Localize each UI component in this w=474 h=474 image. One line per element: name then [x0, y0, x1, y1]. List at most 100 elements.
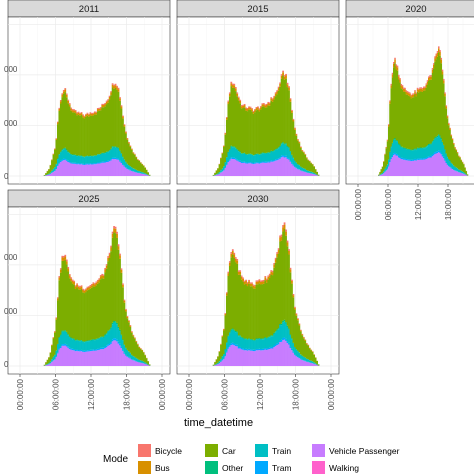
stacked-bar-segment [104, 346, 107, 348]
stacked-bar-segment [120, 269, 123, 273]
stacked-bar-segment [251, 108, 253, 110]
stacked-bar-segment [227, 162, 230, 176]
stacked-bar-segment [285, 229, 287, 232]
stacked-bar-segment [404, 91, 406, 148]
legend-key [138, 461, 151, 474]
stacked-bar-segment [86, 286, 89, 288]
stacked-bar-segment [298, 169, 301, 170]
stacked-bar-segment [419, 159, 421, 176]
stacked-bar-segment [279, 241, 282, 325]
stacked-bar-segment [421, 87, 424, 90]
stacked-bar-segment [291, 109, 293, 111]
stacked-bar-segment [126, 316, 129, 319]
x-tick-label: 12:00:00 [87, 378, 96, 410]
stacked-bar-segment [265, 338, 268, 349]
stacked-bar-segment [86, 351, 89, 366]
stacked-bar-segment [237, 150, 240, 152]
stacked-bar-segment [438, 134, 440, 136]
stacked-bar-segment [79, 286, 81, 288]
stacked-bar-segment [268, 336, 271, 338]
stacked-bar-segment [393, 63, 395, 68]
stacked-bar-segment [311, 172, 314, 174]
stacked-bar-segment [98, 107, 101, 109]
stacked-bar-segment [139, 348, 142, 361]
stacked-bar-segment [74, 340, 77, 350]
stacked-bar-segment [242, 108, 245, 154]
stacked-bar-segment [252, 164, 255, 176]
stacked-bar-segment [95, 155, 98, 156]
stacked-bar-segment [276, 149, 279, 159]
stacked-bar-segment [245, 162, 247, 164]
stacked-bar-segment [264, 337, 267, 349]
stacked-bar-segment [271, 151, 274, 161]
stacked-bar-segment [108, 96, 111, 100]
stacked-bar-segment [45, 173, 47, 176]
stacked-bar-segment [85, 113, 87, 115]
stacked-bar-segment [65, 94, 68, 98]
stacked-bar-segment [228, 333, 231, 346]
stacked-bar-segment [261, 103, 264, 105]
stacked-bar-segment [91, 340, 93, 350]
stacked-bar-segment [220, 170, 222, 173]
stacked-bar-segment [391, 143, 394, 156]
stacked-bar-segment [434, 58, 436, 62]
stacked-bar-segment [225, 352, 228, 366]
stacked-bar-segment [267, 152, 270, 153]
stacked-bar-segment [225, 164, 228, 166]
stacked-bar-segment [294, 306, 296, 308]
stacked-bar-segment [133, 154, 136, 169]
stacked-bar-segment [74, 289, 77, 341]
stacked-bar-segment [295, 356, 298, 366]
stacked-bar-segment [107, 331, 110, 345]
stacked-bar-segment [64, 343, 67, 346]
stacked-bar-segment [443, 156, 445, 159]
stacked-bar-segment [136, 172, 139, 176]
stacked-bar-segment [102, 337, 105, 348]
x-tick-label: 18:00:00 [444, 188, 453, 220]
stacked-bar-segment [289, 269, 292, 273]
x-tick-label: 06:00:00 [384, 188, 393, 220]
stacked-bar-segment [71, 348, 74, 351]
stacked-bar-segment [239, 271, 242, 275]
stacked-bar-segment [67, 335, 70, 347]
stacked-bar-segment [49, 173, 52, 176]
stacked-bar-segment [286, 326, 289, 342]
stacked-bar-segment [245, 338, 247, 340]
stacked-bar-segment [302, 152, 305, 169]
stacked-bar-segment [83, 351, 86, 366]
stacked-bar-segment [141, 172, 144, 174]
stacked-bar-segment [70, 154, 73, 155]
stacked-bar-segment [268, 349, 271, 366]
stacked-bar-segment [448, 122, 450, 124]
stacked-bar-segment [61, 159, 64, 161]
stacked-bar-segment [233, 252, 236, 255]
stacked-bar-segment [245, 339, 247, 349]
stacked-bar-segment [127, 142, 130, 144]
stacked-bar-segment [280, 155, 283, 158]
stacked-bar-segment [73, 350, 76, 366]
stacked-bar-segment [62, 149, 65, 159]
stacked-bar-segment [261, 161, 264, 163]
stacked-bar-segment [91, 285, 93, 288]
stacked-bar-segment [147, 172, 149, 175]
stacked-bar-segment [289, 346, 292, 348]
stacked-bar-segment [254, 162, 256, 164]
stacked-bar-segment [125, 167, 127, 168]
stacked-bar-segment [255, 339, 258, 349]
stacked-bar-segment [449, 127, 451, 129]
stacked-bar-segment [86, 155, 89, 157]
stacked-bar-segment [56, 165, 59, 167]
stacked-bar-segment [291, 163, 293, 176]
stacked-bar-segment [439, 55, 441, 136]
stacked-bar-segment [295, 167, 298, 169]
stacked-bar-segment [56, 122, 59, 125]
stacked-bar-segment [92, 164, 95, 176]
stacked-bar-segment [52, 154, 55, 155]
stacked-bar-segment [48, 363, 50, 365]
stacked-bar-segment [458, 172, 460, 176]
stacked-bar-segment [254, 340, 256, 350]
stacked-bar-segment [49, 172, 52, 174]
stacked-bar-segment [61, 94, 64, 98]
stacked-bar-segment [277, 148, 280, 159]
stacked-bar-segment [135, 172, 138, 176]
